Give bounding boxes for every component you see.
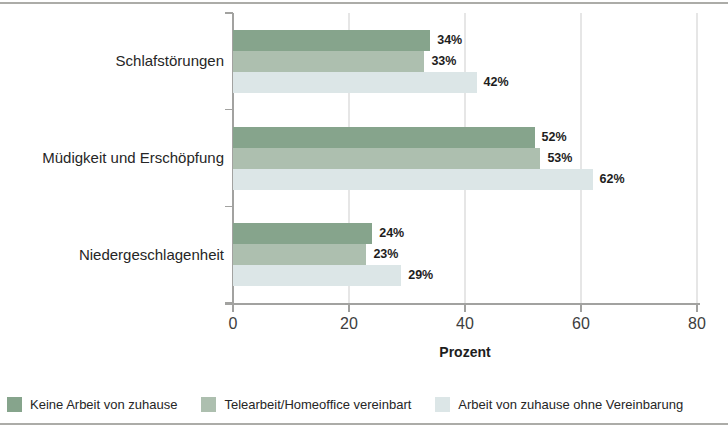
x-axis-tick [348,303,350,312]
bottom-divider [0,423,728,425]
bar [233,72,477,93]
legend-swatch [435,397,450,412]
bar [233,265,401,286]
bar-value-label: 33% [431,51,456,72]
bar [233,169,593,190]
bar [233,148,540,169]
bar-value-label: 42% [484,72,509,93]
legend-swatch [7,397,22,412]
bar-value-label: 53% [547,148,572,169]
x-axis-line [225,303,700,305]
bar [233,51,424,72]
x-tick-label: 40 [456,315,474,333]
bar-chart-plot-area: 0 20 40 60 80 Schlafstörungen 34%33% 42% Müdigke… [0,0,728,429]
bar-value-label: 62% [600,169,625,190]
x-axis-title: Prozent [233,344,697,360]
x-axis-tick [696,303,698,312]
x-tick-label: 60 [572,315,590,333]
legend-swatch [201,397,216,412]
y-axis-tick [225,206,233,208]
bar-value-label: 52% [542,127,567,148]
legend-item: Keine Arbeit von zuhause [7,397,177,412]
x-axis-tick [464,303,466,312]
gridline [696,13,698,303]
bar [233,127,535,148]
bar [233,30,430,51]
bar-value-label: 29% [408,265,433,286]
y-axis-tick [225,109,233,111]
category-label: Müdigkeit und Erschöpfung [0,149,224,167]
bar-value-label: 24% [379,223,404,244]
bar-value-label: 34% [437,30,462,51]
x-tick-label: 80 [688,315,706,333]
x-tick-label: 0 [229,315,238,333]
legend-item: Arbeit von zuhause ohne Vereinbarung [435,397,683,412]
gridline [580,13,582,303]
bar-value-label: 23% [373,244,398,265]
x-axis-tick [580,303,582,312]
legend-label: Keine Arbeit von zuhause [30,397,177,412]
legend-label: Telearbeit/Homeoffice vereinbart [224,397,411,412]
chart-figure: 0 20 40 60 80 Schlafstörungen 34%33% 42% Müdigke… [0,0,728,429]
x-axis-tick [232,303,234,312]
legend-label: Arbeit von zuhause ohne Vereinbarung [458,397,683,412]
category-label: Niedergeschlagenheit [0,246,224,264]
category-label: Schlafstörungen [0,52,224,70]
bar [233,223,372,244]
bar [233,244,366,265]
chart-legend: Keine Arbeit von zuhause Telearbeit/Homeo… [7,394,723,414]
legend-item: Telearbeit/Homeoffice vereinbart [201,397,411,412]
y-axis-tick [225,12,233,14]
x-tick-label: 20 [340,315,358,333]
